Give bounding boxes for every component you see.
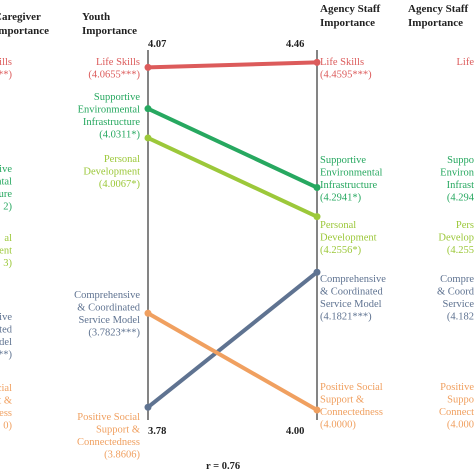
agency-label-supportive-environmental-infrastructure-line2: Environmental [320,168,382,179]
youth-label-positive-social-support-and-connectedness-line3: Connectedness [77,437,140,448]
agency-label-positive-social-support-and-connectedness-line4: (4.0000) [320,420,356,431]
agency-right-label-personal-development-line2: Develop [438,233,474,244]
point-youth-life-skills [144,63,152,71]
agency-label-personal-development-line2: Development [320,233,377,244]
agency-axis-top-label: 4.46 [286,39,304,50]
caregiver-label-supportive-environmental-infrastructure-line3: ructure [0,189,12,200]
agency-right-label-personal-development-line1: Pers [456,220,474,231]
point-agency-supportive-environmental-infrastructure [313,184,321,192]
caregiver-label-positive-social-support-and-connectedness-line1: e Social [0,383,12,394]
slope-line-supportive-environmental-infrastructure [146,106,319,190]
youth-label-supportive-environmental-infrastructure-line3: Infrastructure [83,117,140,128]
agency-right-label-personal-development-line3: (4.255 [447,245,474,256]
youth-label-positive-social-support-and-connectedness-line1: Positive Social [77,412,140,423]
caregiver-label-comprehensive-and-coordinated-service-model-line3: e Model [0,337,12,348]
agency-right-label-comprehensive-and-coordinated-service-model-line4: (4.182 [447,312,474,323]
agency-label-comprehensive-and-coordinated-service-model-line2: & Coordinated [320,287,383,298]
caregiver-label-comprehensive-and-coordinated-service-model-line4: 3***) [0,350,13,361]
youth-label-personal-development-line3: (4.0067*) [99,179,141,190]
youth-label-comprehensive-and-coordinated-service-model-line2: & Coordinated [77,303,140,314]
agency-label-positive-social-support-and-connectedness-line1: Positive Social [320,382,383,393]
agency-right-label-comprehensive-and-coordinated-service-model-line1: Compre [440,274,474,285]
youth-label-positive-social-support-and-connectedness-line4: (3.8606) [104,450,140,461]
agency-label-personal-development-line1: Personal [320,220,356,231]
header-agency-staff-line2: Importance [320,17,375,29]
agency-right-label-comprehensive-and-coordinated-service-model-line2: & Coord [437,287,474,298]
slope-line-comprehensive-and-coordinated-service-model [146,270,319,410]
youth-label-personal-development-line1: Personal [104,154,140,165]
caregiver-label-positive-social-support-and-connectedness-line2: rt & [0,396,12,407]
youth-label-supportive-environmental-infrastructure-line1: Supportive [94,92,140,103]
point-agency-positive-social-support-and-connectedness [313,406,321,414]
point-agency-comprehensive-and-coordinated-service-model [313,268,321,276]
agency-right-label-supportive-environmental-infrastructure-line2: Environ [440,168,474,179]
correlation-label: r = 0.76 [206,461,240,472]
agency-label-comprehensive-and-coordinated-service-model-line4: (4.1821***) [320,312,372,323]
header-youth-line1: Youth [82,11,110,23]
slope-line-life-skills [146,60,319,70]
agency-label-supportive-environmental-infrastructure-line1: Supportive [320,155,366,166]
slope-points [144,58,321,414]
caregiver-label-comprehensive-and-coordinated-service-model-line1: ehensive [0,312,12,323]
agency-label-life-skills-line2: (4.4595***) [320,70,372,81]
caregiver-label-personal-development-line3: 3) [3,258,12,269]
youth-label-positive-social-support-and-connectedness-line2: Support & [96,425,140,436]
caregiver-label-supportive-environmental-infrastructure-line1: ortive [0,164,12,175]
header-caregiver-line2: Importance [0,25,49,37]
caregiver-label-personal-development-line1: al [4,233,12,244]
youth-label-personal-development-line2: Development [83,167,140,178]
caregiver-label-life-skills-line1: Skills [0,57,12,68]
agency-label-comprehensive-and-coordinated-service-model-line3: Service Model [320,299,382,310]
caregiver-label-positive-social-support-and-connectedness-line3: ctedness [0,408,12,419]
agency-right-label-positive-social-support-and-connectedness-line1: Positive [440,382,474,393]
caregiver-label-supportive-environmental-infrastructure-line4: 2) [3,202,12,213]
youth-axis-bottom-label: 3.78 [148,426,166,437]
caregiver-label-comprehensive-and-coordinated-service-model-line2: ordinated [0,325,13,336]
point-youth-comprehensive-and-coordinated-service-model [144,403,152,411]
youth-label-life-skills-line1: Life Skills [96,57,140,68]
agency-axis-bottom-label: 4.00 [286,426,304,437]
header-youth-line2: Importance [82,25,137,37]
caregiver-label-supportive-environmental-infrastructure-line2: nmental [0,177,12,188]
agency-label-life-skills-line1: Life Skills [320,57,364,68]
agency-label-supportive-environmental-infrastructure-line3: Infrastructure [320,180,377,191]
caregiver-label-life-skills-line2: 5**) [0,70,13,81]
point-youth-supportive-environmental-infrastructure [144,105,152,113]
point-youth-personal-development [144,134,152,142]
agency-right-label-positive-social-support-and-connectedness-line4: (4.000 [447,420,474,431]
agency-right-label-life-skills-line1: Life [457,57,474,68]
agency-label-comprehensive-and-coordinated-service-model-line1: Comprehensive [320,274,386,285]
youth-label-supportive-environmental-infrastructure-line2: Environmental [78,105,140,116]
point-agency-life-skills [313,58,321,66]
caregiver-label-personal-development-line2: opment [0,246,12,257]
youth-label-comprehensive-and-coordinated-service-model-line3: Service Model [78,315,140,326]
header-agency-staff-right-line1: Agency Staff [408,3,469,15]
youth-label-supportive-environmental-infrastructure-line4: (4.0311*) [99,130,140,141]
agency-right-label-supportive-environmental-infrastructure-line1: Suppo [447,155,474,166]
header-agency-staff-line1: Agency Staff [320,3,381,15]
caregiver-label-positive-social-support-and-connectedness-line4: 0) [3,421,12,432]
slope-line-personal-development [146,135,319,219]
point-youth-positive-social-support-and-connectedness [144,309,152,317]
series-labels: Life Skills (4.0655***) Life Skills (4.4595… [0,57,474,461]
slope-lines [146,60,319,412]
youth-label-comprehensive-and-coordinated-service-model-line4: (3.7823***) [88,328,140,339]
point-agency-personal-development [313,213,321,221]
youth-axis-top-label: 4.07 [148,39,166,50]
agency-label-personal-development-line3: (4.2556*) [320,245,362,256]
agency-label-positive-social-support-and-connectedness-line3: Connectedness [320,407,383,418]
agency-right-label-positive-social-support-and-connectedness-line3: Connect [439,407,474,418]
agency-right-label-comprehensive-and-coordinated-service-model-line3: Service [443,299,474,310]
agency-right-label-positive-social-support-and-connectedness-line2: Suppo [447,395,474,406]
header-caregiver-line1: Caregiver [0,11,41,23]
agency-right-label-supportive-environmental-infrastructure-line4: (4.294 [447,193,474,204]
agency-label-supportive-environmental-infrastructure-line4: (4.2941*) [320,193,362,204]
youth-label-life-skills-line2: (4.0655***) [88,70,140,81]
header-agency-staff-right-line2: Importance [408,17,463,29]
agency-right-label-supportive-environmental-infrastructure-line3: Infrast [447,180,474,191]
slope-line-positive-social-support-and-connectedness [146,311,319,412]
youth-label-comprehensive-and-coordinated-service-model-line1: Comprehensive [74,290,140,301]
agency-label-positive-social-support-and-connectedness-line2: Support & [320,395,364,406]
